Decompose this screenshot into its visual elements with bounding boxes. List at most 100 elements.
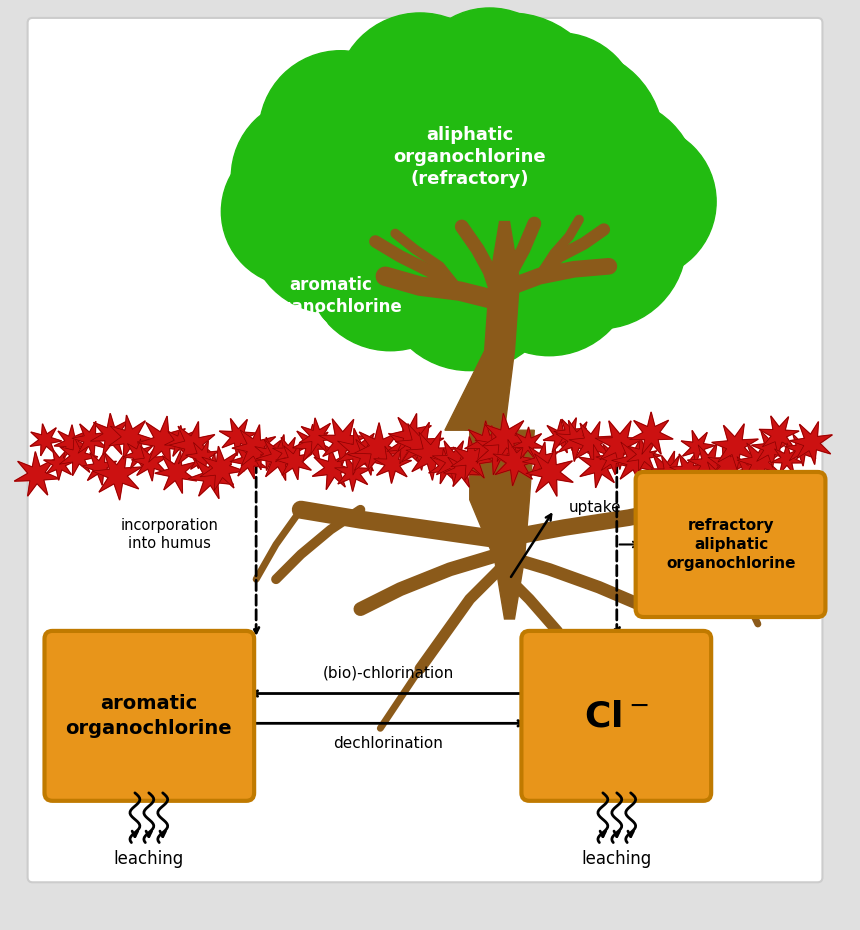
Polygon shape xyxy=(554,418,587,450)
Polygon shape xyxy=(318,418,366,466)
Polygon shape xyxy=(59,436,98,475)
Polygon shape xyxy=(354,423,403,471)
Polygon shape xyxy=(132,445,169,481)
Text: refractory
aliphatic
organochlorine: refractory aliphatic organochlorine xyxy=(666,518,796,571)
Polygon shape xyxy=(219,418,257,456)
Circle shape xyxy=(519,98,698,276)
Circle shape xyxy=(475,47,663,236)
Polygon shape xyxy=(390,414,432,457)
FancyBboxPatch shape xyxy=(636,472,826,617)
Polygon shape xyxy=(699,460,733,494)
Text: (bio)-chlorination: (bio)-chlorination xyxy=(322,666,454,681)
Polygon shape xyxy=(630,412,673,455)
Text: aliphatic
organochlorine
(refractory): aliphatic organochlorine (refractory) xyxy=(393,126,546,188)
Polygon shape xyxy=(188,453,234,498)
Polygon shape xyxy=(273,437,304,468)
Polygon shape xyxy=(595,420,645,470)
Text: uptake: uptake xyxy=(569,500,622,515)
Polygon shape xyxy=(396,422,444,471)
Polygon shape xyxy=(464,431,534,619)
Polygon shape xyxy=(687,444,729,485)
Polygon shape xyxy=(276,443,312,480)
FancyBboxPatch shape xyxy=(45,631,255,801)
Polygon shape xyxy=(789,421,832,464)
Circle shape xyxy=(480,33,639,192)
Polygon shape xyxy=(138,416,187,466)
Text: incorporation
into humus: incorporation into humus xyxy=(120,518,218,551)
Polygon shape xyxy=(493,439,539,485)
Polygon shape xyxy=(464,420,508,463)
Polygon shape xyxy=(445,221,519,431)
Polygon shape xyxy=(230,442,267,479)
Polygon shape xyxy=(611,438,657,485)
Circle shape xyxy=(261,53,480,272)
Polygon shape xyxy=(54,425,89,458)
Polygon shape xyxy=(44,449,75,480)
Polygon shape xyxy=(123,439,154,471)
Circle shape xyxy=(561,125,716,279)
Polygon shape xyxy=(92,451,142,500)
Circle shape xyxy=(410,8,569,167)
Circle shape xyxy=(380,192,559,371)
Polygon shape xyxy=(752,430,789,468)
Polygon shape xyxy=(255,437,287,471)
Circle shape xyxy=(221,137,371,286)
Polygon shape xyxy=(30,424,62,456)
Polygon shape xyxy=(544,419,577,453)
Polygon shape xyxy=(443,451,481,487)
Text: Cl$^-$: Cl$^-$ xyxy=(585,699,649,734)
Polygon shape xyxy=(373,446,412,484)
Polygon shape xyxy=(759,416,799,456)
Polygon shape xyxy=(525,448,573,497)
Polygon shape xyxy=(155,451,197,494)
Polygon shape xyxy=(433,441,476,483)
Polygon shape xyxy=(232,425,276,470)
Polygon shape xyxy=(72,421,108,458)
Text: aromatic
organochlorine: aromatic organochlorine xyxy=(65,695,232,738)
Polygon shape xyxy=(312,446,355,489)
Polygon shape xyxy=(556,420,597,461)
Text: Cl$^-$: Cl$^-$ xyxy=(618,329,654,349)
Polygon shape xyxy=(522,442,559,480)
Circle shape xyxy=(464,187,634,355)
Polygon shape xyxy=(771,443,802,473)
Polygon shape xyxy=(82,450,117,485)
Text: aromatic
organochlorine: aromatic organochlorine xyxy=(260,276,402,316)
Polygon shape xyxy=(299,418,335,454)
Polygon shape xyxy=(335,455,372,491)
Polygon shape xyxy=(627,437,661,472)
Polygon shape xyxy=(169,421,215,469)
Polygon shape xyxy=(337,429,383,475)
Polygon shape xyxy=(596,442,628,474)
Polygon shape xyxy=(200,446,244,491)
Polygon shape xyxy=(256,434,301,481)
Polygon shape xyxy=(347,436,386,475)
Polygon shape xyxy=(164,425,196,457)
Polygon shape xyxy=(712,424,759,470)
Polygon shape xyxy=(737,440,781,485)
Polygon shape xyxy=(729,453,769,494)
Polygon shape xyxy=(186,441,219,474)
Polygon shape xyxy=(108,415,152,459)
Polygon shape xyxy=(387,423,427,464)
Polygon shape xyxy=(650,456,690,494)
Circle shape xyxy=(231,98,390,257)
Text: leaching: leaching xyxy=(114,850,184,869)
Text: dechlorination: dechlorination xyxy=(334,737,443,751)
Polygon shape xyxy=(482,413,531,461)
Polygon shape xyxy=(669,453,706,489)
Polygon shape xyxy=(15,452,59,496)
FancyBboxPatch shape xyxy=(521,631,711,801)
Polygon shape xyxy=(475,426,523,475)
Circle shape xyxy=(335,18,544,227)
Polygon shape xyxy=(90,413,133,456)
Polygon shape xyxy=(406,431,456,480)
Polygon shape xyxy=(569,421,613,466)
Polygon shape xyxy=(292,424,331,462)
Polygon shape xyxy=(708,444,752,488)
Polygon shape xyxy=(681,431,715,464)
Polygon shape xyxy=(579,445,622,488)
Circle shape xyxy=(512,154,686,329)
Circle shape xyxy=(410,13,609,212)
Polygon shape xyxy=(451,436,494,481)
